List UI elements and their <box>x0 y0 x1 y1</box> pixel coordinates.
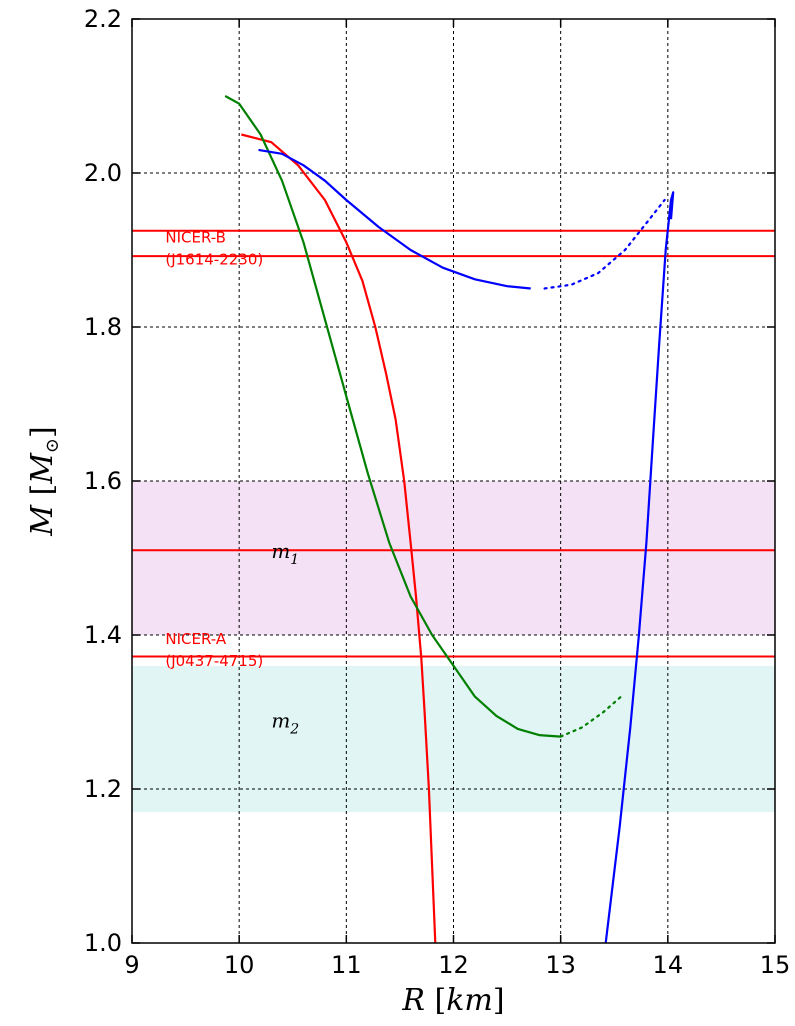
y-tick-label: 1.6 <box>84 467 122 495</box>
x-tick-label: 13 <box>545 951 576 979</box>
axis-labels: R [km] M [M⊙] <box>25 426 505 1018</box>
eos-curve-3-unstable <box>543 198 666 290</box>
nicer-annotation: NICER-A <box>165 630 226 648</box>
y-axis-label: M [M⊙] <box>25 426 63 537</box>
nicer-annotation: (J1614-2230) <box>165 250 263 268</box>
axis-ticks: 9 10 11 12 13 14 15 1.0 1.2 1.4 1.6 1.8 2.0 2.2 <box>84 5 790 979</box>
x-tick-label: 9 <box>124 951 139 979</box>
x-tick-label: 10 <box>224 951 255 979</box>
y-tick-label: 1.8 <box>84 313 122 341</box>
eos-curve-3 <box>258 148 531 290</box>
y-tick-label: 1.4 <box>84 621 122 649</box>
y-tick-label: 1.2 <box>84 775 122 803</box>
eos-curves <box>224 95 675 944</box>
x-tick-label: 11 <box>331 951 362 979</box>
x-axis-label: R [km] <box>401 983 504 1018</box>
x-tick-label: 12 <box>438 951 469 979</box>
y-tick-label: 2.2 <box>84 5 122 33</box>
mass-band-1 <box>132 481 775 635</box>
eos-curve-3-branch <box>604 191 675 944</box>
eos-curve-2 <box>224 95 561 738</box>
nicer-annotation: (J0437-4715) <box>165 652 263 670</box>
eos-curve-2-unstable <box>559 694 624 738</box>
y-tick-label: 2.0 <box>84 159 122 187</box>
grid-lines <box>132 19 775 943</box>
eos-curve-1 <box>241 133 437 944</box>
nicer-annotation: NICER-B <box>165 228 226 246</box>
x-tick-label: 15 <box>760 951 791 979</box>
x-tick-label: 14 <box>653 951 684 979</box>
y-tick-label: 1.0 <box>84 929 122 957</box>
